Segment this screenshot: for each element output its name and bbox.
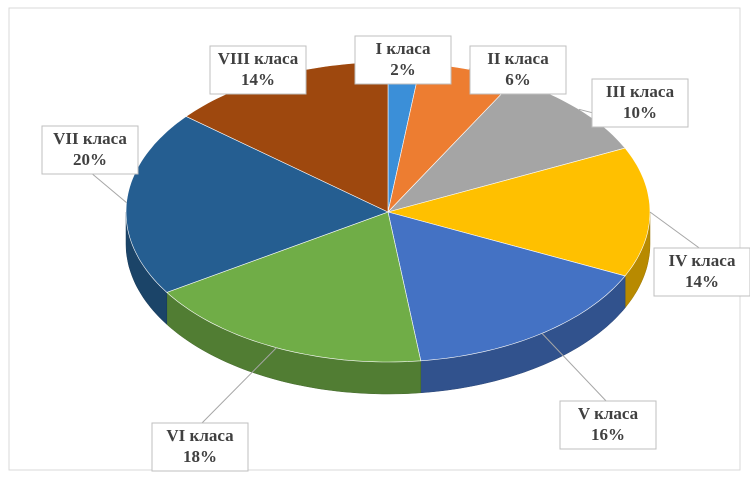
data-label: 16% <box>591 425 625 444</box>
data-label: 2% <box>390 60 416 79</box>
category-label: III класа <box>606 82 675 101</box>
data-label: 6% <box>505 70 531 89</box>
leader-line <box>199 347 277 426</box>
category-label: V класа <box>578 404 639 423</box>
category-label: IV класа <box>669 251 736 270</box>
data-label: 10% <box>623 103 657 122</box>
data-label-box <box>469 45 567 95</box>
data-label-box <box>591 78 689 128</box>
data-label-box <box>653 247 750 297</box>
data-label-box <box>559 400 657 450</box>
data-label-box <box>354 35 452 85</box>
category-label: VII класа <box>53 129 127 148</box>
slice <box>387 211 626 362</box>
data-label: 20% <box>73 150 107 169</box>
data-label-box <box>151 422 249 472</box>
category-label: II класа <box>487 49 549 68</box>
data-label-box <box>209 45 307 95</box>
data-label: 18% <box>183 447 217 466</box>
data-label-box <box>41 125 139 175</box>
category-label: VIII класа <box>218 49 299 68</box>
leader-line <box>541 333 609 404</box>
category-label: I класа <box>376 39 431 58</box>
leader-line <box>89 171 127 203</box>
leader-line <box>649 211 703 251</box>
category-label: VI класа <box>166 426 234 445</box>
data-label: 14% <box>685 272 719 291</box>
data-label: 14% <box>241 70 275 89</box>
